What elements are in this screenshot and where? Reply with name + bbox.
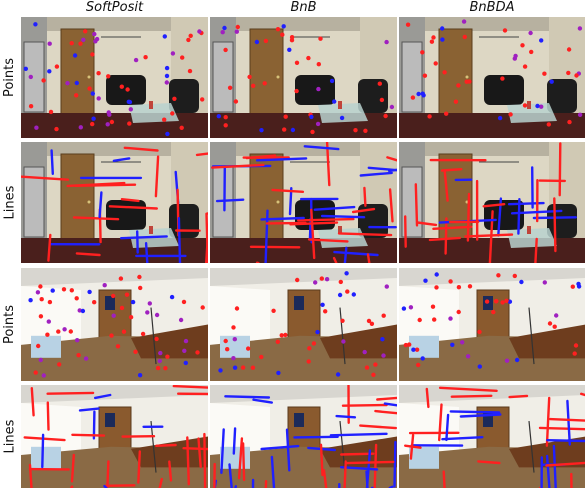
scene-image <box>21 385 208 488</box>
scene-image <box>21 268 208 381</box>
column-header-softposit: SoftPosit <box>85 0 144 15</box>
panel-lines-office-bnb <box>210 385 397 488</box>
column-header-bnb: BnB <box>290 0 317 15</box>
scene-image <box>210 17 397 138</box>
scene-image <box>210 142 397 263</box>
panel-points-living-room-softposit <box>21 17 208 138</box>
panel-lines-living-room-bnbda <box>399 142 585 263</box>
scene-image <box>399 385 585 488</box>
row-label-points-1: Points <box>2 57 18 98</box>
panel-lines-living-room-softposit <box>21 142 208 263</box>
scene-image <box>399 17 585 138</box>
row-label-lines-2: Lines <box>2 419 18 454</box>
scene-image <box>399 268 585 381</box>
scene-image <box>210 385 397 488</box>
scene-image <box>21 142 208 263</box>
panel-lines-office-bnbda <box>399 385 585 488</box>
panel-lines-office-softposit <box>21 385 208 488</box>
panel-points-office-softposit <box>21 268 208 381</box>
scene-image <box>399 142 585 263</box>
panel-points-office-bnbda <box>399 268 585 381</box>
panel-lines-living-room-bnb <box>210 142 397 263</box>
scene-image <box>21 17 208 138</box>
row-label-lines-1: Lines <box>2 185 18 220</box>
panel-points-office-bnb <box>210 268 397 381</box>
panel-points-living-room-bnb <box>210 17 397 138</box>
row-label-points-2: Points <box>2 304 18 345</box>
panel-points-living-room-bnbda <box>399 17 585 138</box>
scene-image <box>210 268 397 381</box>
column-header-bnbda: BnBDA <box>469 0 515 15</box>
